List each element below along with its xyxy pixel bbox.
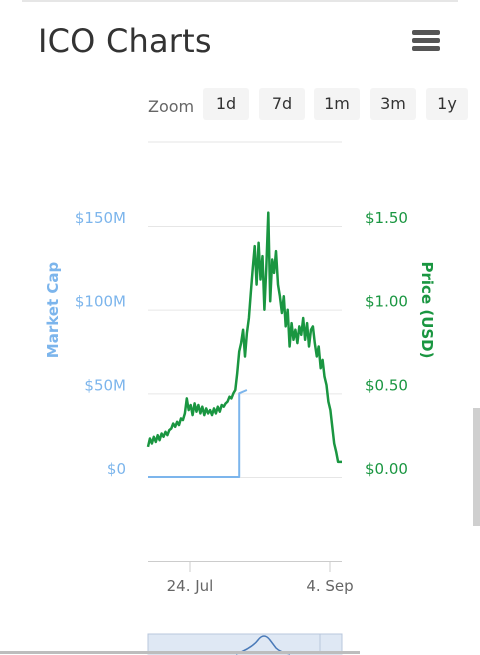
market-cap-line	[148, 389, 248, 478]
x-axis-tick-label: 24. Jul	[167, 577, 214, 595]
zoom-1d-button[interactable]: 1d	[203, 88, 249, 120]
right-axis-title: Price (USD)	[418, 262, 436, 359]
left-axis-tick-label: $50M	[84, 376, 126, 394]
right-axis-tick-label: $0.50	[365, 376, 408, 394]
left-axis-title: Market Cap	[44, 262, 62, 359]
top-divider	[22, 0, 458, 2]
right-axis-tick-label: $1.00	[365, 293, 408, 311]
page-scrollbar[interactable]	[473, 408, 480, 526]
left-axis-tick-label: $0	[107, 460, 126, 478]
hamburger-menu-icon[interactable]	[412, 30, 440, 54]
price-line	[146, 211, 342, 464]
right-axis-tick-label: $0.00	[365, 460, 408, 478]
left-axis-tick-label: $150M	[75, 209, 126, 227]
page-title: ICO Charts	[38, 22, 212, 60]
zoom-label: Zoom	[148, 97, 195, 116]
navigator-window[interactable]	[147, 633, 343, 655]
zoom-1m-button[interactable]: 1m	[314, 88, 360, 120]
x-axis-tick-label: 4. Sep	[306, 577, 353, 595]
bottom-divider	[0, 651, 360, 654]
zoom-7d-button[interactable]: 7d	[259, 88, 305, 120]
left-axis-tick-label: $100M	[75, 293, 126, 311]
right-axis-tick-label: $1.50	[365, 209, 408, 227]
zoom-3m-button[interactable]: 3m	[370, 88, 416, 120]
zoom-1y-button[interactable]: 1y	[426, 88, 468, 120]
